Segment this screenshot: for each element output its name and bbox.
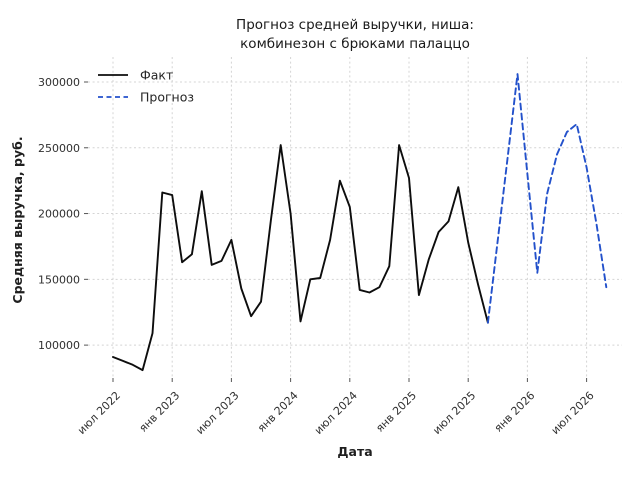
y-tick-label: 150000 (38, 273, 80, 286)
chart-title-line-1: Прогноз средней выручки, ниша: (236, 17, 474, 33)
y-tick-label: 200000 (38, 208, 80, 221)
x-tick-label: июл 2022 (75, 389, 123, 437)
forecast-line (486, 73, 608, 324)
y-tick-label: 250000 (38, 142, 80, 155)
x-tick-label: янв 2025 (373, 389, 419, 435)
x-tick-label: янв 2026 (492, 389, 538, 435)
legend-forecast-label: Прогноз (140, 90, 194, 105)
x-tick-label: июл 2026 (549, 389, 597, 437)
x-tick-label: июл 2025 (430, 389, 478, 437)
x-tick-label: июл 2024 (312, 389, 360, 437)
legend-fact-label: Факт (140, 68, 173, 83)
x-tick-labels: июл 2022 янв 2023 июл 2023 янв 2024 июл 2024… (75, 389, 597, 437)
x-tick-label: июл 2023 (193, 389, 241, 437)
fact-line (112, 144, 489, 372)
series-lines (112, 73, 608, 372)
gridlines (88, 57, 622, 378)
y-tick-label: 300000 (38, 76, 80, 89)
axis-ticks (84, 81, 588, 382)
x-tick-label: янв 2023 (137, 389, 183, 435)
y-tick-labels: 100000 150000 200000 250000 300000 (38, 76, 80, 352)
y-axis-label: Средняя выручка, руб. (10, 136, 25, 303)
legend: Факт Прогноз (98, 68, 194, 105)
x-tick-label: янв 2024 (255, 389, 301, 435)
x-axis-label: Дата (337, 444, 372, 459)
chart-title-line-2: комбинезон с брюками палаццо (240, 36, 470, 52)
y-tick-label: 100000 (38, 339, 80, 352)
